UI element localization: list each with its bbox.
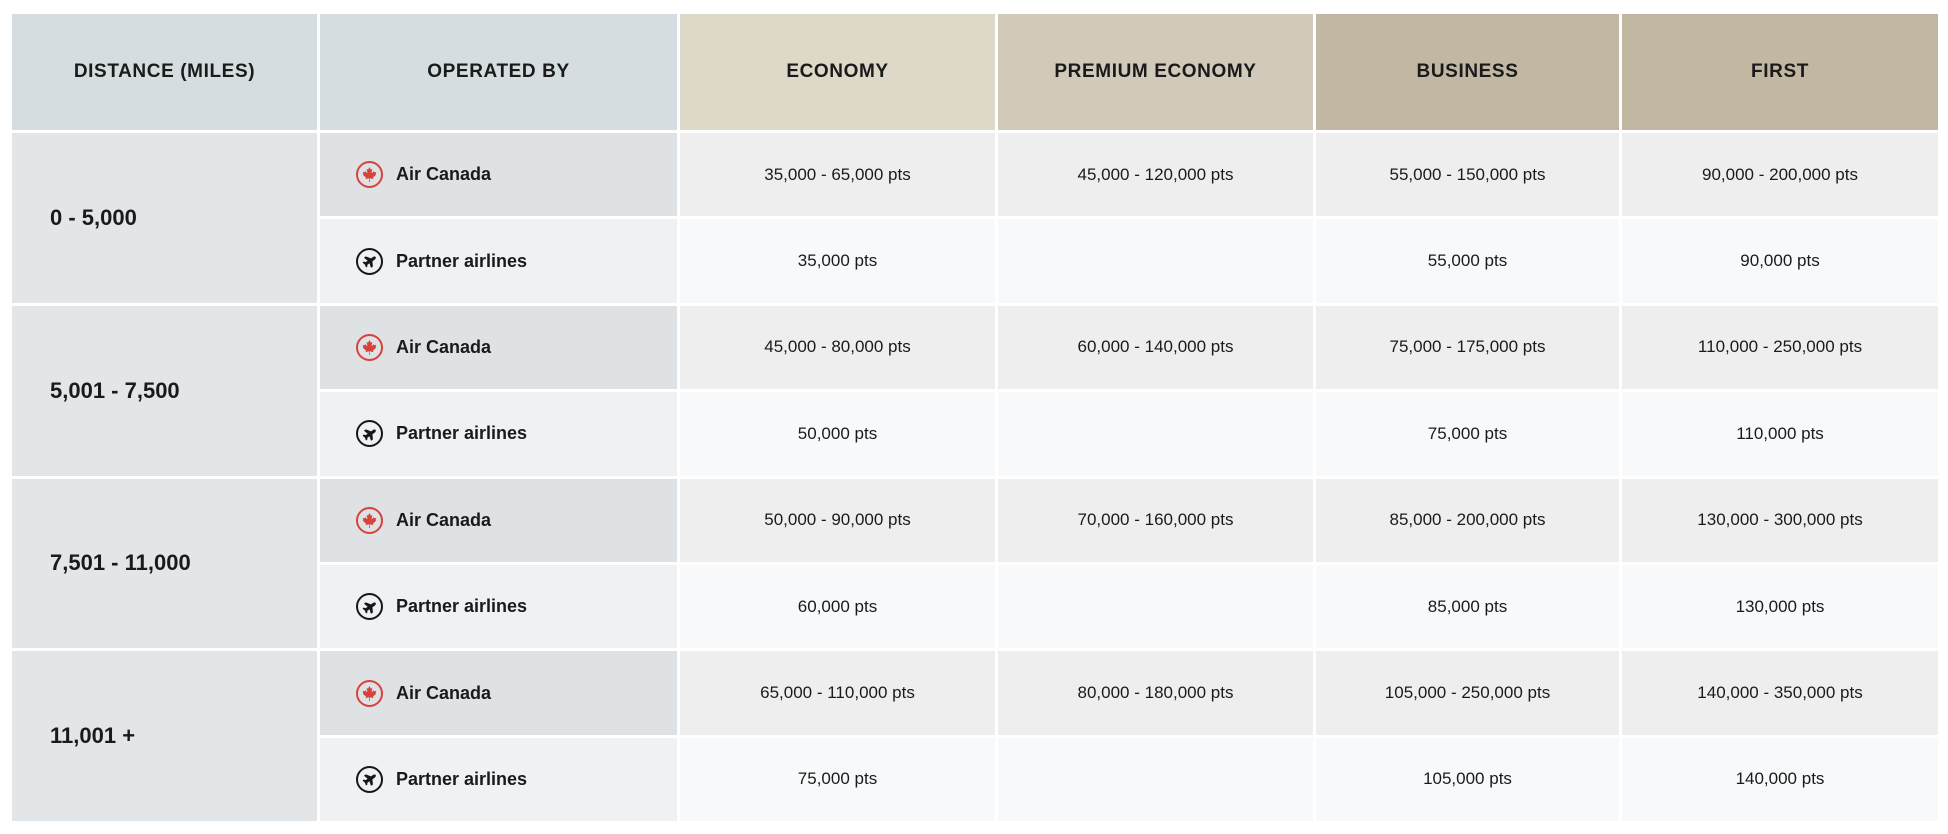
points-cell-economy: 60,000 pts: [680, 564, 995, 649]
operator-cell-partner-airlines: Partner airlines: [320, 737, 677, 822]
points-cell-premium-economy: [998, 392, 1313, 476]
points-cell-business: 85,000 pts: [1316, 564, 1619, 649]
points-cell-first: 90,000 - 200,000 pts: [1622, 133, 1938, 217]
points-cell-first: 90,000 pts: [1622, 219, 1938, 303]
column-header-distance: DISTANCE (MILES): [12, 14, 317, 130]
points-cell-premium-economy: 60,000 - 140,000 pts: [998, 305, 1313, 390]
distance-band-cell: 7,501 - 11,000: [12, 478, 317, 649]
operator-cell-air-canada: Air Canada: [320, 133, 677, 217]
operator-cell-partner-airlines: Partner airlines: [320, 219, 677, 303]
points-cell-first: 140,000 - 350,000 pts: [1622, 651, 1938, 735]
points-cell-first: 110,000 - 250,000 pts: [1622, 305, 1938, 390]
award-chart-table: DISTANCE (MILES) OPERATED BY ECONOMY PRE…: [12, 14, 1938, 822]
points-cell-business: 75,000 - 175,000 pts: [1316, 305, 1619, 390]
distance-band-cell: 5,001 - 7,500: [12, 305, 317, 476]
points-cell-business: 105,000 pts: [1316, 737, 1619, 822]
points-cell-economy: 50,000 - 90,000 pts: [680, 478, 995, 562]
operator-label: Air Canada: [396, 682, 492, 703]
operator-cell-partner-airlines: Partner airlines: [320, 564, 677, 649]
points-cell-business: 55,000 - 150,000 pts: [1316, 133, 1619, 217]
maple-leaf-roundel-icon: [356, 506, 383, 534]
operator-label: Partner airlines: [396, 768, 528, 789]
maple-leaf-roundel-icon: [356, 161, 383, 189]
operator-cell-air-canada: Air Canada: [320, 305, 677, 390]
maple-leaf-roundel-icon: [356, 333, 383, 361]
airplane-roundel-icon: [356, 765, 383, 793]
points-cell-first: 110,000 pts: [1622, 392, 1938, 476]
points-cell-first: 130,000 pts: [1622, 564, 1938, 649]
airplane-roundel-icon: [356, 420, 383, 448]
operator-cell-air-canada: Air Canada: [320, 478, 677, 562]
airplane-roundel-icon: [356, 247, 383, 275]
points-cell-business: 105,000 - 250,000 pts: [1316, 651, 1619, 735]
points-cell-premium-economy: [998, 219, 1313, 303]
operator-label: Air Canada: [396, 336, 492, 357]
operator-label: Air Canada: [396, 509, 492, 530]
column-header-premium-economy: PREMIUM ECONOMY: [998, 14, 1313, 130]
distance-band-cell: 0 - 5,000: [12, 133, 317, 303]
points-cell-premium-economy: [998, 737, 1313, 822]
distance-band-cell: 11,001 +: [12, 651, 317, 822]
points-cell-economy: 50,000 pts: [680, 392, 995, 476]
points-cell-business: 85,000 - 200,000 pts: [1316, 478, 1619, 562]
points-cell-first: 140,000 pts: [1622, 737, 1938, 822]
operator-label: Air Canada: [396, 164, 492, 185]
operator-label: Partner airlines: [396, 250, 528, 271]
points-cell-business: 55,000 pts: [1316, 219, 1619, 303]
points-cell-economy: 45,000 - 80,000 pts: [680, 305, 995, 390]
column-header-operated-by: OPERATED BY: [320, 14, 677, 130]
points-cell-premium-economy: 70,000 - 160,000 pts: [998, 478, 1313, 562]
column-header-first: FIRST: [1622, 14, 1938, 130]
operator-cell-air-canada: Air Canada: [320, 651, 677, 735]
column-header-economy: ECONOMY: [680, 14, 995, 130]
operator-cell-partner-airlines: Partner airlines: [320, 392, 677, 476]
points-cell-economy: 35,000 pts: [680, 219, 995, 303]
points-cell-premium-economy: 80,000 - 180,000 pts: [998, 651, 1313, 735]
points-cell-premium-economy: [998, 564, 1313, 649]
points-cell-economy: 75,000 pts: [680, 737, 995, 822]
points-cell-premium-economy: 45,000 - 120,000 pts: [998, 133, 1313, 217]
maple-leaf-roundel-icon: [356, 679, 383, 707]
points-cell-first: 130,000 - 300,000 pts: [1622, 478, 1938, 562]
points-cell-economy: 35,000 - 65,000 pts: [680, 133, 995, 217]
column-header-business: BUSINESS: [1316, 14, 1619, 130]
operator-label: Partner airlines: [396, 423, 528, 444]
airplane-roundel-icon: [356, 593, 383, 621]
points-cell-economy: 65,000 - 110,000 pts: [680, 651, 995, 735]
operator-label: Partner airlines: [396, 596, 528, 617]
points-cell-business: 75,000 pts: [1316, 392, 1619, 476]
